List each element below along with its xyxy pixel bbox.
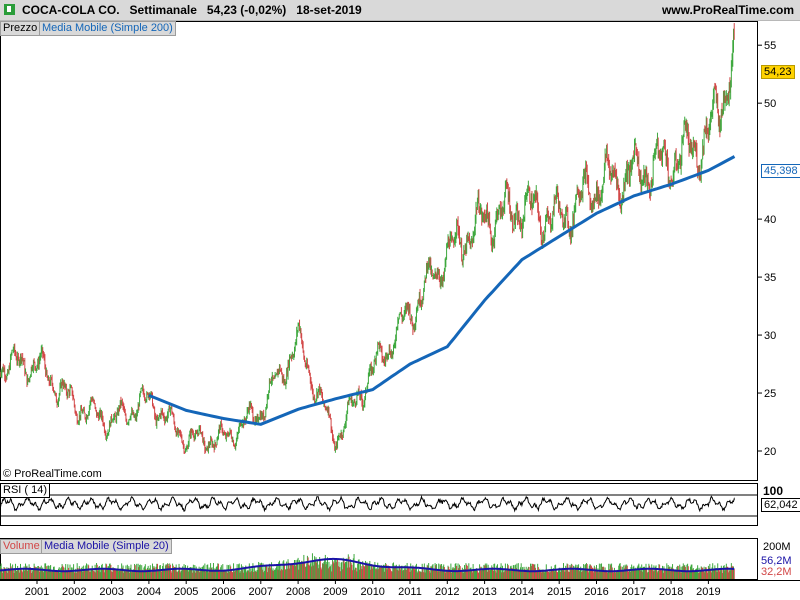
tab-rsi[interactable]: RSI ( 14) — [0, 483, 51, 498]
chart-title: COCA-COLA CO. Settimanale 54,23 (-0,02%)… — [22, 3, 362, 17]
price-y-axis: 20 25 30 35 40 50 55 — [757, 40, 776, 458]
x-tick-label: 2011 — [398, 586, 422, 598]
y-tick-label: 50 — [764, 98, 776, 110]
x-tick-label: 2016 — [584, 586, 608, 598]
x-tick-label: 2018 — [659, 586, 683, 598]
title-bar: COCA-COLA CO. Settimanale 54,23 (-0,02%)… — [0, 0, 800, 21]
volume-max-label: 200M — [763, 541, 791, 553]
x-tick-label: 2006 — [211, 586, 235, 598]
copyright-label: © ProRealTime.com — [3, 468, 102, 480]
last-price-badge: 54,23 — [761, 65, 795, 79]
x-tick-label: 2017 — [622, 586, 646, 598]
volume-bars — [0, 553, 735, 579]
x-tick-label: 2019 — [696, 586, 720, 598]
x-tick-label: 2002 — [62, 586, 86, 598]
x-tick-label: 2015 — [547, 586, 571, 598]
tab-volume[interactable]: Volume — [0, 539, 43, 554]
x-tick-label: 2005 — [174, 586, 198, 598]
y-tick-label: 25 — [764, 388, 776, 400]
ma200-last-badge: 45,398 — [761, 164, 800, 178]
rsi-last-badge: 62,042 — [761, 498, 800, 512]
x-axis: 2001 2002 2003 2004 2005 2006 2007 2008 2009 2010… — [25, 580, 721, 598]
y-tick-label: 55 — [764, 40, 776, 52]
x-tick-label: 2008 — [286, 586, 310, 598]
tab-ma200[interactable]: Media Mobile (Simple 200) — [39, 21, 176, 36]
tab-price[interactable]: Prezzo — [0, 21, 41, 36]
x-tick-label: 2004 — [137, 586, 161, 598]
y-tick-label: 40 — [764, 214, 776, 226]
tab-volume-ma[interactable]: Media Mobile (Simple 20) — [41, 539, 172, 554]
rsi-line — [0, 494, 735, 513]
ma200-line — [148, 155, 736, 426]
y-tick-label: 30 — [764, 330, 776, 342]
x-tick-label: 2003 — [99, 586, 123, 598]
x-tick-label: 2014 — [510, 586, 534, 598]
x-tick-label: 2009 — [323, 586, 347, 598]
price-panel-frame — [0, 21, 758, 481]
volume-ma-line — [0, 557, 735, 573]
price-bars — [0, 23, 735, 454]
x-tick-label: 2007 — [249, 586, 273, 598]
x-tick-label: 2013 — [472, 586, 496, 598]
x-tick-label: 2001 — [25, 586, 49, 598]
site-link[interactable]: www.ProRealTime.com — [661, 3, 794, 17]
x-tick-label: 2012 — [435, 586, 459, 598]
y-tick-label: 35 — [764, 272, 776, 284]
rsi-max-label: 100 — [763, 484, 784, 498]
prorealtime-logo-icon — [4, 4, 15, 15]
y-tick-label: 20 — [764, 446, 776, 458]
volume-ma-label: 56,2M — [761, 555, 792, 567]
rsi-panel-frame — [0, 483, 758, 526]
volume-last-label: 32,2M — [761, 566, 792, 578]
x-tick-label: 2010 — [360, 586, 384, 598]
